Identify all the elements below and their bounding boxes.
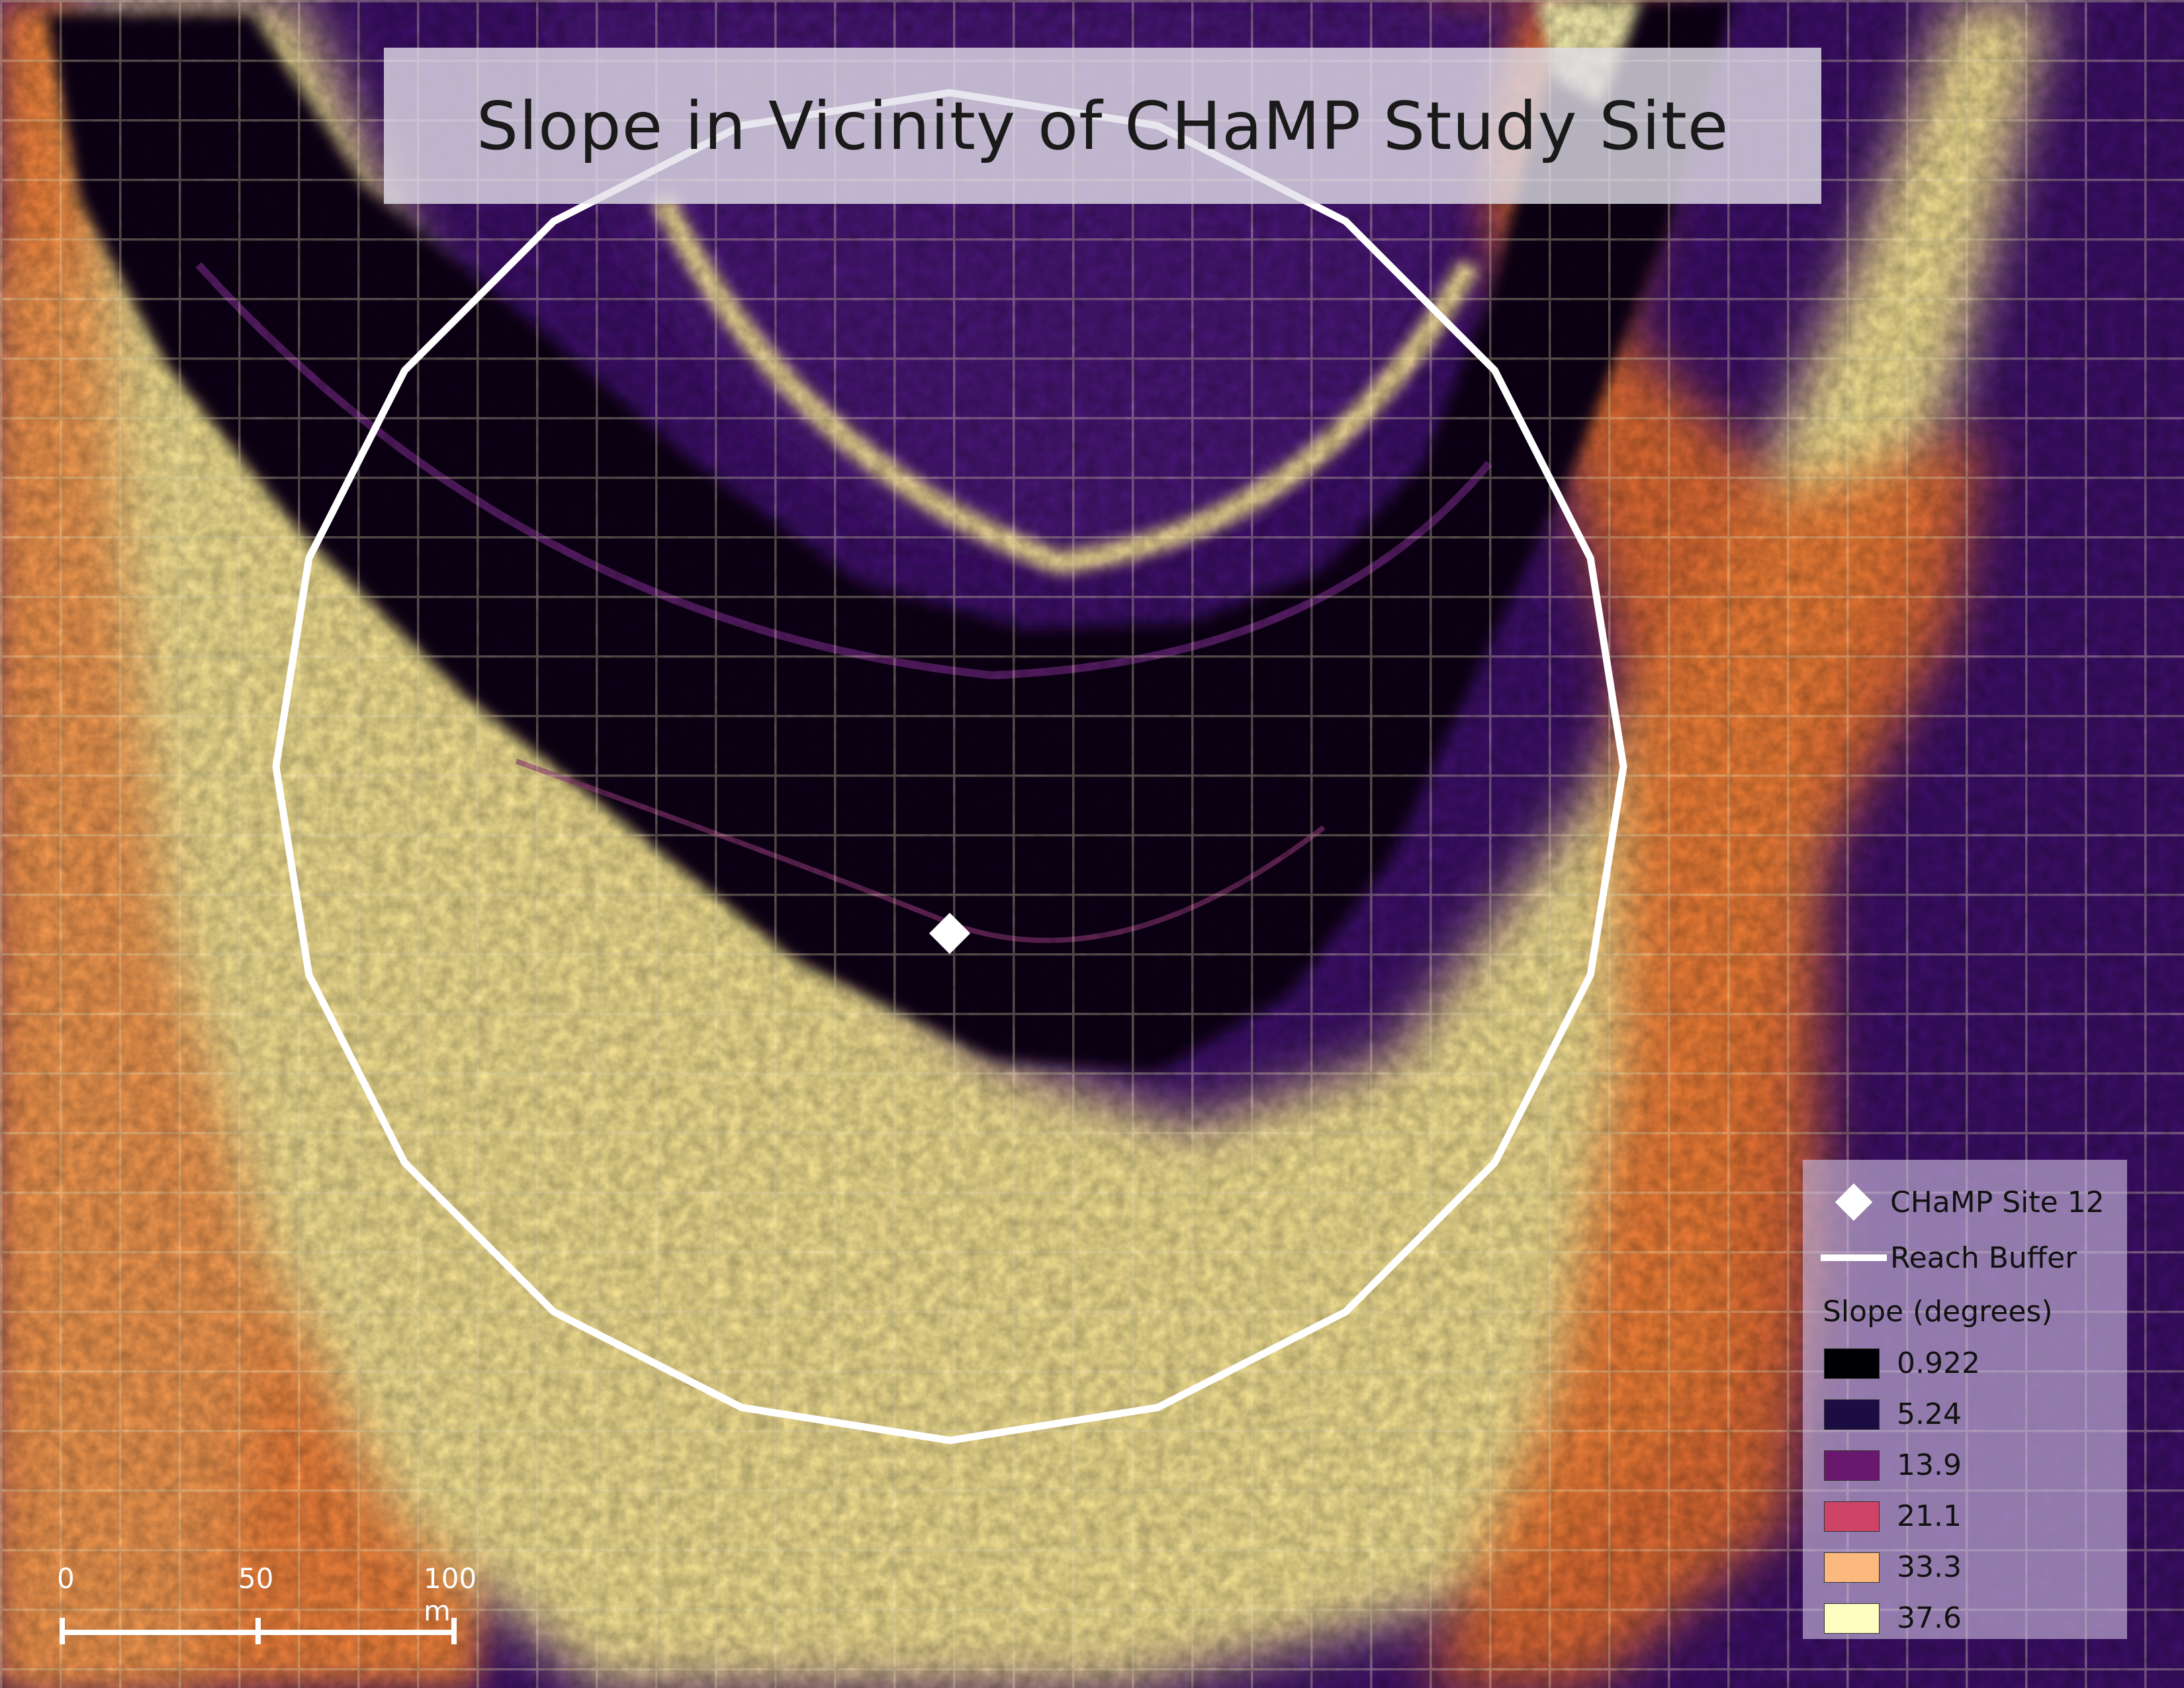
reach-buffer	[272, 89, 1627, 1444]
line-icon	[1821, 1254, 1887, 1261]
title-box: Slope in Vicinity of CHaMP Study Site	[384, 48, 1821, 204]
scale-bar-graphic	[60, 1618, 457, 1644]
legend-class-label: 13.9	[1897, 1448, 1962, 1482]
scale-label-0: 0	[57, 1562, 75, 1595]
legend-swatch	[1824, 1501, 1880, 1532]
legend-buffer-row: Reach Buffer	[1817, 1230, 2127, 1286]
legend-swatch	[1824, 1603, 1880, 1634]
legend-class-2: 13.9	[1824, 1440, 2127, 1491]
legend-site-label: CHaMP Site 12	[1890, 1185, 2105, 1219]
legend-class-label: 37.6	[1897, 1601, 1962, 1635]
scale-label-50: 50	[238, 1562, 274, 1595]
legend-class-5: 37.6	[1824, 1593, 2127, 1644]
legend-buffer-label: Reach Buffer	[1890, 1241, 2077, 1275]
legend-swatch	[1824, 1348, 1880, 1379]
legend-class-label: 5.24	[1897, 1397, 1962, 1431]
legend-slope-classes: 0.922 5.24 13.9 21.1 33.3 37.6	[1817, 1338, 2127, 1644]
scale-bar: 0 50 100 m	[46, 1562, 483, 1655]
legend-class-3: 21.1	[1824, 1491, 2127, 1542]
diamond-icon	[1835, 1183, 1873, 1221]
legend-class-label: 21.1	[1897, 1499, 1962, 1533]
scale-label-100: 100 m	[424, 1562, 477, 1627]
legend-class-label: 0.922	[1897, 1346, 1980, 1380]
legend: CHaMP Site 12 Reach Buffer Slope (degree…	[1803, 1160, 2127, 1639]
legend-site-row: CHaMP Site 12	[1817, 1174, 2127, 1230]
legend-swatch	[1824, 1399, 1880, 1430]
legend-class-0: 0.922	[1824, 1338, 2127, 1389]
legend-swatch	[1824, 1450, 1880, 1481]
legend-slope-title: Slope (degrees)	[1823, 1295, 2053, 1329]
legend-class-4: 33.3	[1824, 1542, 2127, 1593]
legend-class-1: 5.24	[1824, 1389, 2127, 1440]
legend-class-label: 33.3	[1897, 1550, 1962, 1584]
map-title: Slope in Vicinity of CHaMP Study Site	[476, 87, 1729, 165]
legend-swatch	[1824, 1552, 1880, 1583]
